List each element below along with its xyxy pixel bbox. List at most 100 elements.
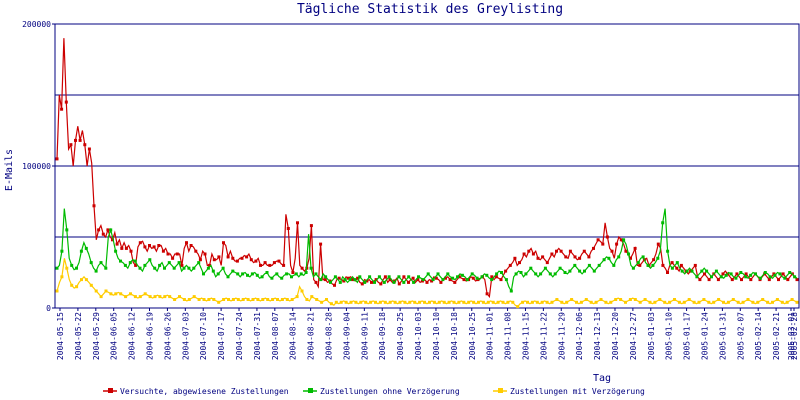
series-0-point <box>605 235 609 239</box>
series-1-point <box>622 238 626 242</box>
series-0-point <box>513 256 517 260</box>
series-2-point <box>795 300 799 304</box>
series-0-point <box>448 278 452 282</box>
series-1-point <box>641 255 645 259</box>
series-2-point <box>589 300 593 304</box>
series-0-point <box>619 238 623 242</box>
x-tick-label-32: 2004-12-27 <box>629 312 638 360</box>
y-axis-label: E-Mails <box>4 149 15 191</box>
series-1-point <box>754 272 757 276</box>
series-2-point <box>575 300 578 304</box>
series-2-point <box>163 295 167 299</box>
series-2-point <box>325 298 328 301</box>
series-2-point <box>246 298 250 301</box>
series-2-point <box>403 300 407 304</box>
series-2-point <box>526 300 529 304</box>
series-1-point <box>65 228 69 232</box>
series-0-point <box>226 255 230 259</box>
series-1-point <box>377 275 381 279</box>
series-0-point <box>240 256 244 260</box>
series-0-point <box>578 256 582 260</box>
series-0-point <box>212 258 216 262</box>
series-0-point <box>564 255 568 259</box>
series-0-point <box>217 255 221 259</box>
series-0-point <box>115 242 119 246</box>
series-0-point <box>365 279 369 283</box>
series-1-point <box>563 271 567 274</box>
series-0-point <box>504 269 508 273</box>
series-2-point <box>344 300 348 304</box>
series-0-point <box>610 249 614 253</box>
series-2-point <box>741 300 745 304</box>
series-2-point <box>668 300 672 304</box>
x-tick-label-19: 2004-09-25 <box>396 312 405 360</box>
series-1-point <box>685 269 689 273</box>
series-0-point <box>185 241 188 245</box>
series-2-point <box>540 300 544 304</box>
series-1-point <box>778 272 782 276</box>
series-2-point <box>173 298 177 301</box>
series-1-point <box>182 266 186 270</box>
series-0-point <box>222 241 225 245</box>
series-2-point <box>408 300 412 304</box>
x-tick-label-16: 2004-09-04 <box>342 312 351 360</box>
series-1-point <box>60 249 64 253</box>
series-0-point <box>83 143 87 147</box>
series-2-point <box>579 300 583 304</box>
series-0-point <box>388 278 392 282</box>
series-1-point <box>255 273 259 277</box>
series-1-point <box>475 276 479 280</box>
series-1-point <box>539 272 543 276</box>
series-2-point <box>432 300 436 304</box>
series-0-point <box>434 276 438 280</box>
series-1-point <box>192 266 196 270</box>
series-1-point <box>158 263 162 267</box>
series-1-point <box>690 269 694 273</box>
series-2-point <box>383 300 387 304</box>
series-2-point <box>305 298 309 301</box>
series-0-point <box>272 261 276 265</box>
series-1-point <box>290 275 293 279</box>
series-2-point <box>467 300 471 304</box>
series-0-point <box>716 278 720 282</box>
series-2-point <box>413 300 417 304</box>
series-0-point <box>351 278 355 282</box>
series-1-point <box>202 272 205 276</box>
series-1-point <box>636 261 640 265</box>
series-2-point <box>129 292 132 296</box>
series-1-point <box>451 276 455 280</box>
series-1-point <box>617 255 621 259</box>
series-0-point <box>730 278 734 282</box>
x-axis-ticks: 2004-05-15 2004-05-22 2004-05-29 2004-06-05… <box>56 308 799 360</box>
x-tick-label-7: 2004-07-03 <box>181 312 190 360</box>
series-0-point <box>120 246 124 250</box>
series-2-point <box>692 300 696 304</box>
series-2-point <box>619 298 623 301</box>
series-2-point <box>388 300 392 304</box>
series-2-point <box>447 300 451 304</box>
x-tick-label-25: 2004-11-08 <box>504 312 513 360</box>
series-0-point <box>559 249 563 253</box>
series-1-point <box>329 280 332 284</box>
series-2-point <box>133 295 137 299</box>
series-1-point <box>587 263 591 267</box>
series-0-point <box>740 278 743 282</box>
series-2-point <box>295 295 299 299</box>
series-0-point <box>541 255 545 259</box>
chart-title: Tägliche Statistik des Greylisting <box>297 2 563 17</box>
series-0-point <box>545 261 549 265</box>
x-tick-label-33: 2005-01-03 <box>647 312 656 360</box>
series-1-point <box>84 246 88 250</box>
series-0-point <box>314 280 318 284</box>
series-0-point <box>638 263 642 267</box>
series-2-point <box>565 300 569 304</box>
series-0-point <box>60 107 64 111</box>
series-2-point <box>94 289 98 293</box>
series-2-point <box>717 298 721 301</box>
series-1-point <box>265 271 269 274</box>
series-1-point <box>446 272 450 276</box>
x-tick-label-24: 2004-11-01 <box>486 312 495 360</box>
series-0-point <box>346 276 350 280</box>
series-1-point <box>597 263 601 267</box>
series-0-point <box>629 256 632 260</box>
